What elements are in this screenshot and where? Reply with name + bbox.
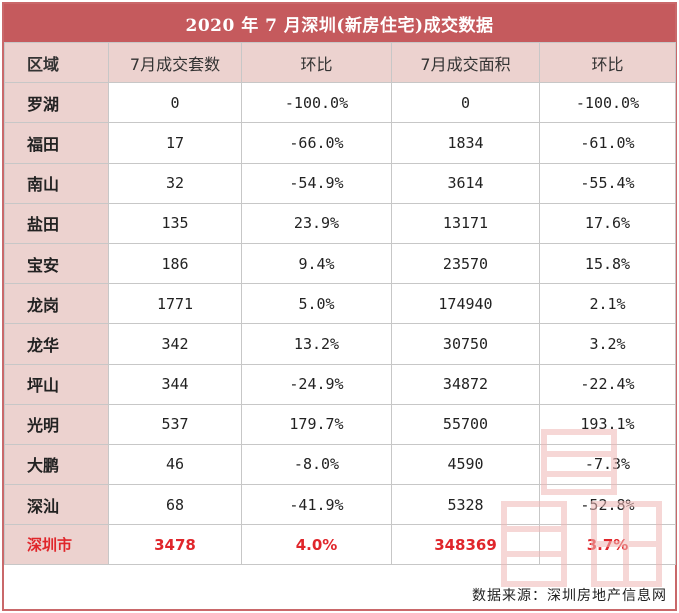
cell-units-mom: 9.4% <box>241 242 392 285</box>
table-row: 龙岗 1771 5.0% 174940 2.1% <box>4 283 676 325</box>
cell-area-mom: 3.7% <box>539 524 676 566</box>
cell-units-mom: 5.0% <box>241 283 392 325</box>
cell-units-mom: 23.9% <box>241 202 392 244</box>
cell-region: 龙岗 <box>4 283 109 325</box>
cell-units: 46 <box>108 443 242 486</box>
cell-units-mom: -8.0% <box>241 443 392 486</box>
header-region: 区域 <box>4 41 109 84</box>
cell-units: 32 <box>108 162 242 204</box>
cell-area-mom: -55.4% <box>539 162 676 204</box>
table-row: 坪山 344 -24.9% 34872 -22.4% <box>4 363 676 405</box>
cell-units-mom: 13.2% <box>241 323 392 365</box>
cell-units-mom: 4.0% <box>241 524 392 566</box>
cell-units-mom: -100.0% <box>241 82 392 124</box>
cell-area-mom: -61.0% <box>539 122 676 164</box>
cell-units: 0 <box>108 82 242 124</box>
cell-area: 174940 <box>391 283 540 325</box>
cell-area: 30750 <box>391 323 540 365</box>
transaction-table: 区域 7月成交套数 环比 7月成交面积 环比 罗湖 0 -100.0% 0 -100.0… <box>4 41 676 566</box>
cell-region: 深圳市 <box>4 524 109 566</box>
cell-units: 68 <box>108 484 242 526</box>
cell-region: 龙华 <box>4 323 109 365</box>
cell-area: 4590 <box>391 443 540 486</box>
total-row: 深圳市 3478 4.0% 348369 3.7% <box>4 524 676 566</box>
cell-region: 宝安 <box>4 242 109 285</box>
cell-area-mom: -7.3% <box>539 443 676 486</box>
table-row: 光明 537 179.7% 55700 193.1% <box>4 403 676 445</box>
cell-area: 23570 <box>391 242 540 285</box>
table-row: 宝安 186 9.4% 23570 15.8% <box>4 242 676 285</box>
cell-area: 13171 <box>391 202 540 244</box>
cell-units-mom: 179.7% <box>241 403 392 445</box>
cell-region: 福田 <box>4 122 109 164</box>
cell-region: 南山 <box>4 162 109 204</box>
cell-units: 17 <box>108 122 242 164</box>
cell-units: 186 <box>108 242 242 285</box>
cell-region: 光明 <box>4 403 109 445</box>
table-title: 2020 年 7 月深圳(新房住宅)成交数据 <box>4 4 675 42</box>
table-row: 龙华 342 13.2% 30750 3.2% <box>4 323 676 365</box>
header-area: 7月成交面积 <box>391 41 540 84</box>
cell-area-mom: 193.1% <box>539 403 676 445</box>
cell-area-mom: -22.4% <box>539 363 676 405</box>
cell-units: 344 <box>108 363 242 405</box>
table-row: 深汕 68 -41.9% 5328 -52.8% <box>4 484 676 526</box>
header-row: 区域 7月成交套数 环比 7月成交面积 环比 <box>4 41 676 84</box>
cell-units-mom: -54.9% <box>241 162 392 204</box>
cell-region: 盐田 <box>4 202 109 244</box>
cell-units-mom: -24.9% <box>241 363 392 405</box>
cell-area: 3614 <box>391 162 540 204</box>
cell-area-mom: -52.8% <box>539 484 676 526</box>
cell-area: 0 <box>391 82 540 124</box>
cell-units: 537 <box>108 403 242 445</box>
cell-region: 深汕 <box>4 484 109 526</box>
data-source-note: 数据来源：深圳房地产信息网 <box>472 588 667 604</box>
cell-area-mom: 2.1% <box>539 283 676 325</box>
cell-area: 5328 <box>391 484 540 526</box>
cell-area-mom: 17.6% <box>539 202 676 244</box>
cell-area: 1834 <box>391 122 540 164</box>
header-units-mom: 环比 <box>241 41 392 84</box>
header-area-mom: 环比 <box>539 41 676 84</box>
table-row: 大鹏 46 -8.0% 4590 -7.3% <box>4 443 676 486</box>
cell-area: 34872 <box>391 363 540 405</box>
cell-region: 大鹏 <box>4 443 109 486</box>
table-row: 盐田 135 23.9% 13171 17.6% <box>4 202 676 244</box>
cell-units: 342 <box>108 323 242 365</box>
cell-region: 坪山 <box>4 363 109 405</box>
cell-region: 罗湖 <box>4 82 109 124</box>
table-row: 福田 17 -66.0% 1834 -61.0% <box>4 122 676 164</box>
table-row: 南山 32 -54.9% 3614 -55.4% <box>4 162 676 204</box>
cell-area-mom: -100.0% <box>539 82 676 124</box>
cell-area: 348369 <box>391 524 540 566</box>
cell-units: 3478 <box>108 524 242 566</box>
cell-units: 135 <box>108 202 242 244</box>
table-row: 罗湖 0 -100.0% 0 -100.0% <box>4 82 676 124</box>
cell-area-mom: 15.8% <box>539 242 676 285</box>
cell-units: 1771 <box>108 283 242 325</box>
cell-area-mom: 3.2% <box>539 323 676 365</box>
cell-area: 55700 <box>391 403 540 445</box>
header-units: 7月成交套数 <box>108 41 242 84</box>
cell-units-mom: -66.0% <box>241 122 392 164</box>
cell-units-mom: -41.9% <box>241 484 392 526</box>
